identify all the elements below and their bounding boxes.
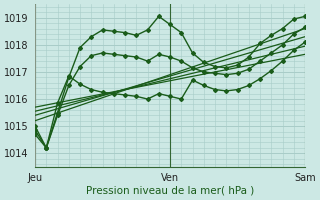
X-axis label: Pression niveau de la mer( hPa ): Pression niveau de la mer( hPa ) <box>86 186 254 196</box>
